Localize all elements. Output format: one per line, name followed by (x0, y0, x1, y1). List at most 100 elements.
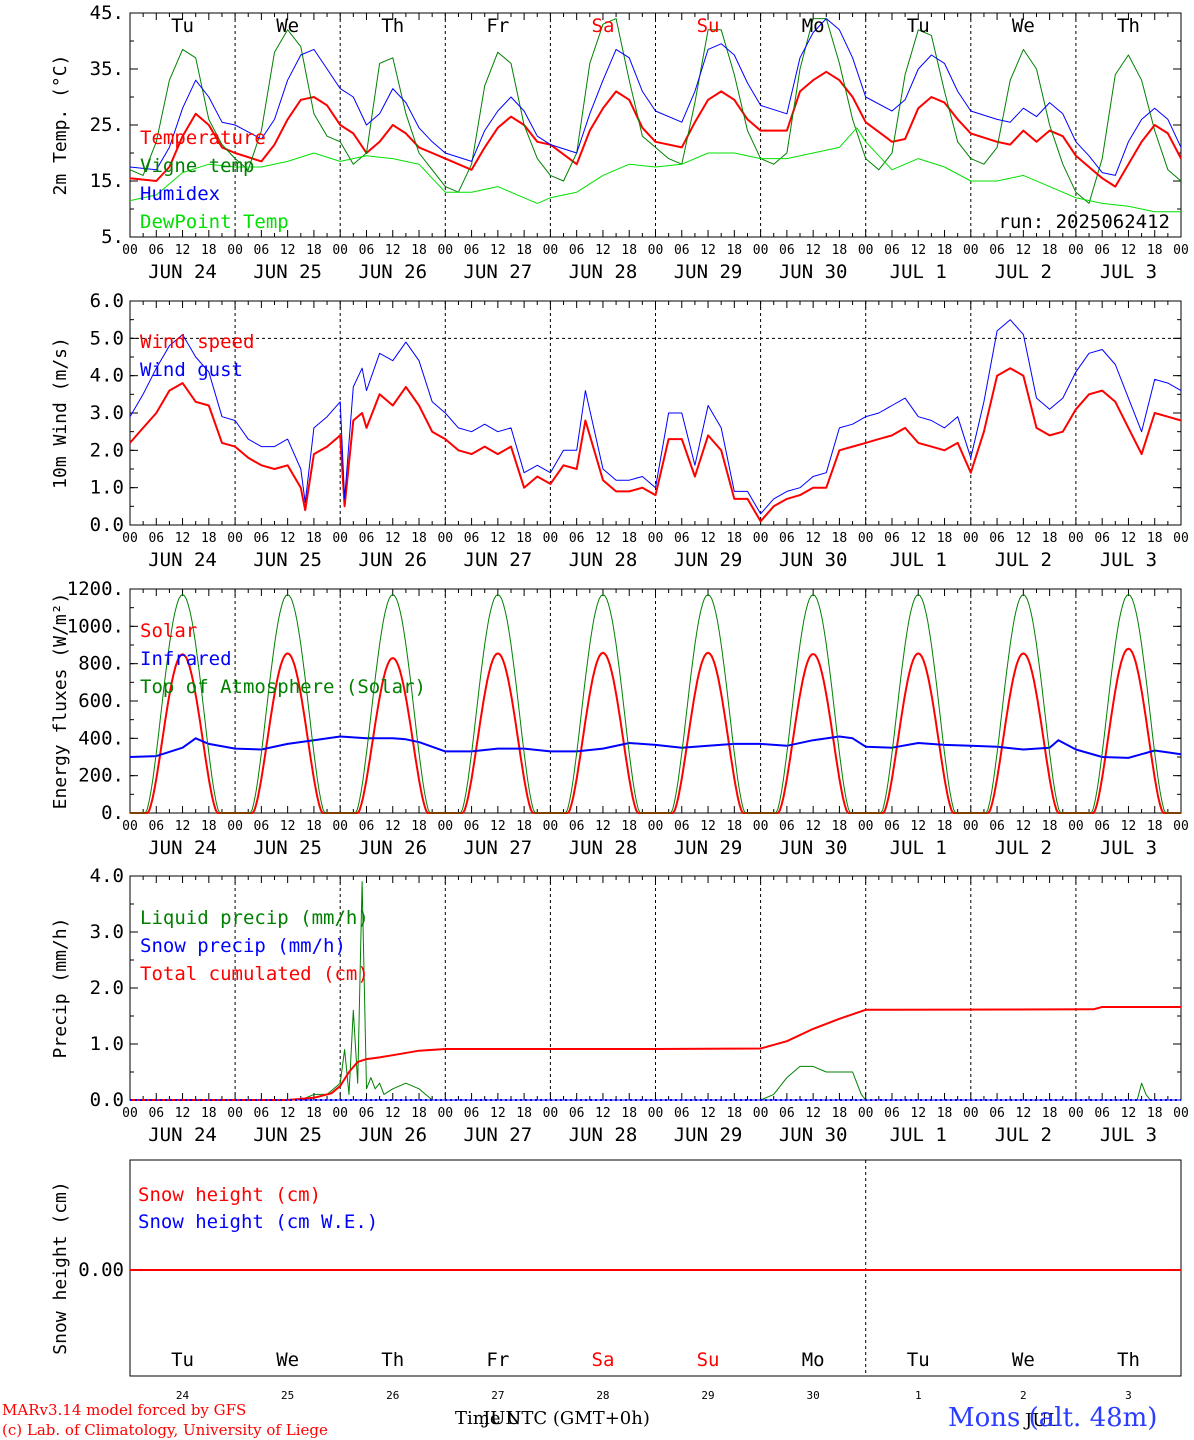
hour-tick-label: 00 (122, 531, 138, 546)
y-tick-label: 1.0 (90, 477, 124, 499)
day-number-label: 24 (176, 1389, 190, 1402)
date-label: JUN 27 (464, 549, 533, 571)
date-label: JUN 25 (253, 549, 322, 571)
hour-tick-label: 12 (1121, 819, 1137, 834)
y-tick-label: 0.00 (78, 1259, 124, 1281)
hour-tick-label: 12 (910, 531, 926, 546)
series-line (129, 18, 1182, 204)
hour-tick-label: 12 (700, 531, 716, 546)
hour-tick-label: 18 (411, 531, 427, 546)
hour-tick-label: 18 (201, 1106, 217, 1121)
hour-tick-label: 12 (280, 531, 296, 546)
temperature-panel: 00 06 12 18 00 06 12 18 00 06 12 18 00 06 12 18 00 06 12 18… (50, 2, 1189, 283)
hour-tick-label: 12 (805, 531, 821, 546)
energy-flux-panel: 00 06 12 18 00 06 12 18 00 06 12 18 00 06 12 18 00 06 12 18… (50, 578, 1189, 859)
day-number-label: 3 (1125, 1389, 1132, 1402)
date-label: JUL 1 (890, 261, 947, 283)
hour-tick-label: 00 (332, 1106, 348, 1121)
y-tick-label: 600. (78, 690, 124, 712)
date-label: JUN 26 (358, 549, 427, 571)
hour-tick-label: 06 (989, 1106, 1005, 1121)
hour-tick-label: 06 (1094, 531, 1110, 546)
hour-tick-label: 06 (148, 819, 164, 834)
legend-entry: Liquid precip (mm/h) (140, 907, 369, 929)
hour-tick-label: 18 (1147, 531, 1163, 546)
series-line (130, 1006, 1181, 1101)
hour-tick-label: 00 (1068, 1106, 1084, 1121)
hour-tick-label: 06 (464, 243, 480, 258)
legend-entry: Total cumulated (cm) (140, 963, 369, 985)
legend-entry: Snow height (cm) (138, 1184, 321, 1206)
hour-tick-label: 12 (805, 243, 821, 258)
date-label: JUL 1 (890, 837, 947, 859)
hour-tick-label: 18 (726, 243, 742, 258)
day-number-label: 26 (386, 1389, 399, 1402)
hour-tick-label: 12 (1016, 819, 1032, 834)
hour-tick-label: 12 (280, 243, 296, 258)
date-label: JUL 2 (995, 549, 1052, 571)
y-tick-label: 35. (90, 58, 124, 80)
hour-tick-label: 12 (700, 819, 716, 834)
y-tick-label: 4.0 (90, 365, 124, 387)
date-label: JUN 28 (569, 261, 638, 283)
y-tick-label: 4.0 (90, 865, 124, 887)
hour-tick-label: 00 (543, 819, 559, 834)
hour-tick-label: 00 (648, 819, 664, 834)
weekday-label: Th (1117, 1349, 1140, 1371)
hour-tick-label: 06 (359, 1106, 375, 1121)
y-axis-label: Precip (mm/h) (50, 918, 71, 1059)
hour-tick-label: 06 (779, 531, 795, 546)
hour-tick-label: 18 (726, 819, 742, 834)
date-label: JUN 30 (779, 261, 848, 283)
hour-tick-label: 00 (1068, 819, 1084, 834)
wind-panel: 00 06 12 18 00 06 12 18 00 06 12 18 00 06 12 18 00 06 12 18… (50, 290, 1189, 571)
weekday-label: Sa (592, 15, 615, 37)
hour-tick-label: 18 (621, 1106, 637, 1121)
hour-tick-label: 18 (306, 819, 322, 834)
hour-tick-label: 12 (1016, 243, 1032, 258)
y-tick-label: 3.0 (90, 402, 124, 424)
date-label: JUN 29 (674, 549, 743, 571)
model-credit: MARv3.14 model forced by GFS (2, 1401, 246, 1419)
hour-tick-label: 06 (884, 531, 900, 546)
hour-tick-label: 00 (437, 531, 453, 546)
hour-tick-label: 12 (595, 819, 611, 834)
date-label: JUN 24 (148, 261, 217, 283)
date-label: JUN 27 (464, 837, 533, 859)
hour-tick-label: 06 (779, 243, 795, 258)
y-tick-label: 2.0 (90, 977, 124, 999)
hour-tick-label: 18 (1042, 1106, 1058, 1121)
y-tick-label: 1000. (67, 615, 124, 637)
day-number-label: 28 (596, 1389, 609, 1402)
date-label: JUN 29 (674, 837, 743, 859)
legend-entry: Snow height (cm W.E.) (138, 1211, 378, 1233)
hour-tick-label: 18 (726, 531, 742, 546)
legend-entry: DewPoint Temp (140, 211, 289, 233)
hour-tick-label: 12 (1121, 1106, 1137, 1121)
hour-tick-label: 00 (963, 243, 979, 258)
hour-tick-label: 12 (385, 243, 401, 258)
date-label: JUN 24 (148, 549, 217, 571)
precip-panel: 00 06 12 18 00 06 12 18 00 06 12 18 00 06 12 18 00 06 12 18… (50, 865, 1189, 1146)
hour-tick-label: 00 (858, 819, 874, 834)
day-number-label: 25 (281, 1389, 294, 1402)
hour-tick-label: 12 (385, 1106, 401, 1121)
weekday-label: Mo (802, 1349, 825, 1371)
date-label: JUL 2 (995, 1124, 1052, 1146)
date-label: JUN 26 (358, 261, 427, 283)
weekday-label: Tu (171, 15, 194, 37)
hour-tick-label: 00 (437, 243, 453, 258)
day-number-label: 29 (701, 1389, 714, 1402)
hour-tick-label: 00 (858, 243, 874, 258)
hour-tick-label: 18 (726, 1106, 742, 1121)
time-axis-overlap-label: JUN (481, 1408, 521, 1429)
date-label: JUN 28 (569, 549, 638, 571)
weekday-label: Fr (486, 15, 509, 37)
snow-height-panel: Snow height (cm) 0.00 Snow height (cm) Snow… (50, 1159, 1182, 1402)
hour-tick-label: 18 (201, 531, 217, 546)
y-axis-label: Snow height (cm) (50, 1181, 71, 1354)
hour-tick-label: 00 (1068, 243, 1084, 258)
legend-entry: Wind gust (140, 359, 243, 381)
hour-tick-label: 12 (700, 1106, 716, 1121)
date-label: JUN 28 (569, 1124, 638, 1146)
